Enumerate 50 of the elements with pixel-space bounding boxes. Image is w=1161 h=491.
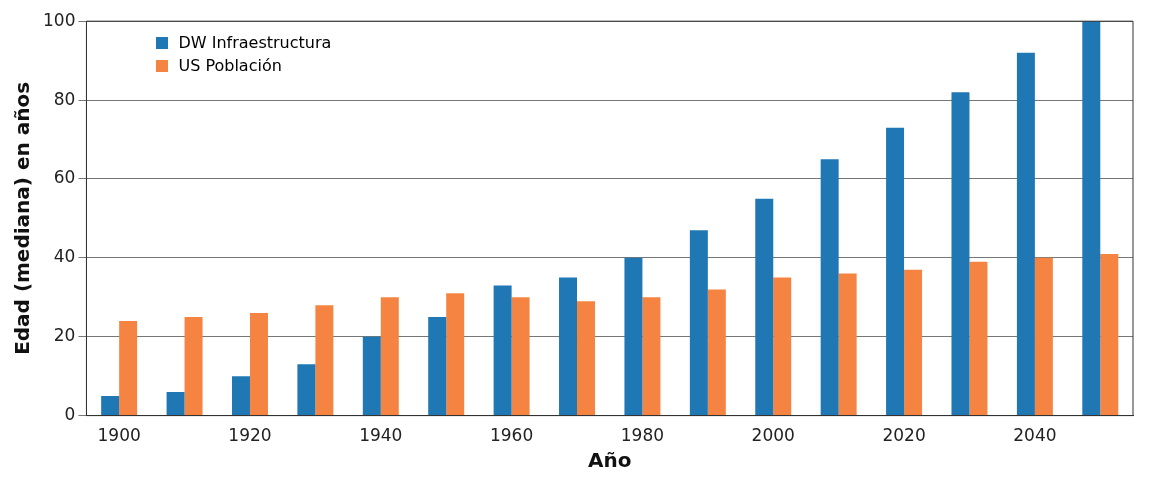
bar bbox=[511, 297, 530, 416]
bar bbox=[1016, 52, 1035, 416]
bar bbox=[101, 395, 120, 416]
x-axis-title: Año bbox=[587, 448, 632, 473]
bar bbox=[820, 159, 839, 416]
bar bbox=[428, 317, 447, 416]
bar bbox=[969, 261, 988, 416]
bar bbox=[380, 297, 399, 416]
bar bbox=[577, 301, 596, 416]
bar bbox=[624, 257, 643, 416]
bar bbox=[838, 273, 857, 416]
x-tick-label: 1920 bbox=[228, 425, 272, 446]
bar bbox=[773, 277, 792, 416]
legend-label: DW Infraestructura bbox=[178, 33, 332, 53]
bar bbox=[1034, 257, 1053, 416]
bar bbox=[362, 336, 381, 416]
bar bbox=[119, 320, 138, 416]
y-tick-label: 20 bbox=[53, 325, 76, 346]
bar bbox=[446, 293, 465, 416]
x-tick-label: 2040 bbox=[1013, 425, 1057, 446]
bar bbox=[166, 391, 185, 416]
x-tick-label: 2000 bbox=[751, 425, 795, 446]
bar bbox=[559, 277, 578, 416]
bar bbox=[493, 285, 512, 416]
bar bbox=[707, 289, 726, 416]
bar bbox=[231, 376, 250, 416]
bar bbox=[315, 305, 334, 416]
bar bbox=[297, 364, 316, 416]
y-tick-label: 40 bbox=[53, 246, 76, 267]
bar bbox=[689, 230, 708, 416]
bar bbox=[904, 269, 923, 416]
bar bbox=[951, 92, 970, 416]
y-tick-label: 0 bbox=[64, 404, 76, 425]
x-tick-label: 1960 bbox=[489, 425, 534, 446]
bar bbox=[249, 313, 268, 416]
bar bbox=[755, 198, 774, 416]
y-axis-title: Edad (mediana) en años bbox=[10, 81, 35, 355]
bar bbox=[642, 297, 661, 416]
y-tick-label: 80 bbox=[53, 88, 76, 109]
y-tick-label: 100 bbox=[42, 9, 76, 30]
x-tick-label: 1900 bbox=[97, 425, 141, 446]
x-tick-label: 1940 bbox=[359, 425, 403, 446]
bar bbox=[184, 317, 203, 416]
y-tick-label: 60 bbox=[53, 167, 76, 188]
legend-label: US Población bbox=[178, 56, 282, 76]
bar bbox=[886, 127, 905, 416]
x-tick-label: 2020 bbox=[882, 425, 926, 446]
bar bbox=[1082, 21, 1101, 416]
x-tick-label: 1980 bbox=[620, 425, 665, 446]
bar bbox=[1100, 253, 1119, 416]
